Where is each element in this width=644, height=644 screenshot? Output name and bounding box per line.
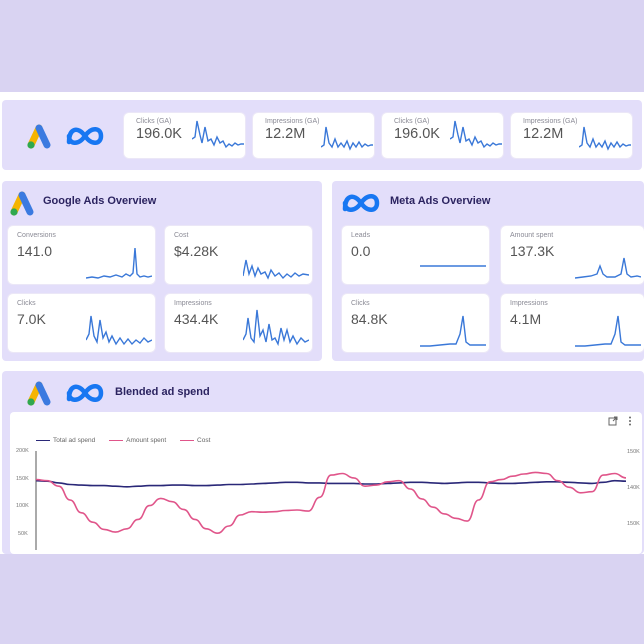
metric-card-conversions[interactable]: Conversions 141.0 xyxy=(8,226,155,284)
metric-value: 4.1M xyxy=(510,311,542,327)
sparkline xyxy=(575,257,641,279)
blended-line-chart xyxy=(35,451,627,550)
metric-card-cost[interactable]: Cost $4.28K xyxy=(165,226,312,284)
metric-label: Clicks xyxy=(17,300,36,307)
panel-title: Meta Ads Overview xyxy=(390,195,491,207)
sparkline xyxy=(420,265,486,267)
metric-label: Impressions xyxy=(174,300,212,307)
sparkline xyxy=(86,247,152,279)
metric-card-leads[interactable]: Leads 0.0 xyxy=(342,226,489,284)
more-vert-icon[interactable] xyxy=(627,416,633,428)
sparkline xyxy=(321,126,373,151)
sparkline xyxy=(192,120,244,149)
y-left-tick: 50K xyxy=(18,531,28,537)
y-right-tick: 150K xyxy=(627,449,640,455)
metric-value: 141.0 xyxy=(17,243,53,259)
legend-item-cost[interactable]: Cost xyxy=(180,437,210,444)
google-ads-logo-icon xyxy=(24,122,54,155)
chart-legend: Total ad spend Amount spent Cost xyxy=(36,437,210,444)
metric-card-amount-spent[interactable]: Amount spent 137.3K xyxy=(501,226,644,284)
metric-label: Impressions xyxy=(510,300,548,307)
sparkline xyxy=(86,315,152,346)
metric-card-meta-impressions[interactable]: Impressions 4.1M xyxy=(501,294,644,352)
metric-value: 0.0 xyxy=(351,243,371,259)
metric-card-impressions[interactable]: Impressions 434.4K xyxy=(165,294,312,352)
sparkline xyxy=(579,126,631,151)
metric-label: Impressions (GA) xyxy=(265,118,320,125)
metric-label: Impressions (GA) xyxy=(523,118,578,125)
metric-card-meta-clicks[interactable]: Clicks 84.8K xyxy=(342,294,489,352)
metric-value: 12.2M xyxy=(523,126,564,142)
metric-value: 196.0K xyxy=(394,126,440,142)
metric-label: Conversions xyxy=(17,232,56,239)
metric-value: 84.8K xyxy=(351,311,388,327)
metric-label: Leads xyxy=(351,232,371,239)
metric-value: 196.0K xyxy=(136,126,182,142)
metric-value: $4.28K xyxy=(174,243,219,259)
top-metric-card-2[interactable]: Impressions (GA) 12.2M xyxy=(253,113,374,158)
y-left-tick: 200K xyxy=(16,448,29,454)
google-ads-logo-icon xyxy=(24,379,54,412)
metric-label: Clicks (GA) xyxy=(136,118,172,125)
google-ads-overview-panel: Google Ads Overview Conversions 141.0 Co… xyxy=(2,181,322,361)
sparkline xyxy=(575,315,641,347)
metric-label: Clicks (GA) xyxy=(394,118,430,125)
legend-item-total[interactable]: Total ad spend xyxy=(36,437,95,444)
sparkline xyxy=(420,315,486,347)
meta-logo-icon xyxy=(64,122,106,155)
top-metric-card-4[interactable]: Impressions (GA) 12.2M xyxy=(511,113,632,158)
series-line-total-ad-spend xyxy=(35,479,627,488)
metric-card-clicks[interactable]: Clicks 7.0K xyxy=(8,294,155,352)
google-ads-logo-icon xyxy=(7,189,37,222)
top-metric-card-1[interactable]: Clicks (GA) 196.0K xyxy=(124,113,245,158)
meta-ads-overview-panel: Meta Ads Overview Leads 0.0 Amount spent… xyxy=(332,181,644,361)
series-line-amount-spent xyxy=(35,471,627,535)
y-left-tick: 150K xyxy=(16,476,29,482)
metric-label: Cost xyxy=(174,232,189,239)
sparkline xyxy=(243,309,309,347)
y-right-tick: 140K xyxy=(627,485,640,491)
meta-logo-icon xyxy=(340,189,382,222)
sparkline xyxy=(450,120,502,149)
metric-label: Amount spent xyxy=(510,232,554,239)
legend-item-amount[interactable]: Amount spent xyxy=(109,437,166,444)
top-metrics-panel: Clicks (GA) 196.0K Impressions (GA) 12.2… xyxy=(2,100,642,170)
metric-label: Clicks xyxy=(351,300,370,307)
panel-title: Google Ads Overview xyxy=(43,195,157,207)
y-right-tick: 150K xyxy=(627,521,640,527)
export-icon[interactable] xyxy=(608,416,618,428)
metric-value: 137.3K xyxy=(510,243,555,259)
panel-title: Blended ad spend xyxy=(115,386,210,398)
sparkline xyxy=(243,259,309,280)
metric-value: 12.2M xyxy=(265,126,306,142)
meta-logo-icon xyxy=(64,379,106,412)
y-left-tick: 100K xyxy=(16,503,29,509)
top-metric-card-3[interactable]: Clicks (GA) 196.0K xyxy=(382,113,503,158)
metric-value: 434.4K xyxy=(174,311,219,327)
metric-value: 7.0K xyxy=(17,311,46,327)
